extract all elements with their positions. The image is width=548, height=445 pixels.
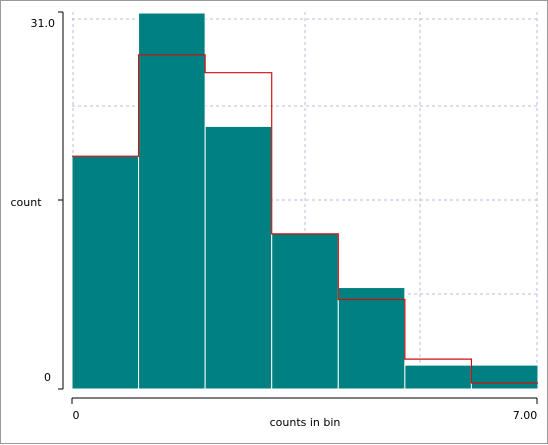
y-tick-label-max: 31.0 <box>31 17 56 30</box>
histogram-bar-6 <box>470 364 539 390</box>
histogram-bar-4 <box>337 287 406 390</box>
x-axis-label: counts in bin <box>270 416 341 429</box>
histogram-bar-2 <box>204 125 273 390</box>
axes <box>58 11 538 404</box>
histogram-bar-5 <box>404 364 472 390</box>
reference-step-line <box>72 54 538 384</box>
histogram-bar-0 <box>71 155 140 390</box>
histogram-bars <box>71 12 539 390</box>
step-line-path <box>72 54 538 384</box>
x-tick-label-min: 0 <box>73 409 80 422</box>
x-tick-label-max: 7.00 <box>513 409 538 422</box>
histogram-bar-3 <box>271 233 339 390</box>
y-tick-label-min: 0 <box>44 371 51 384</box>
y-axis-label: count <box>10 196 42 209</box>
histogram-bar-1 <box>138 12 206 390</box>
